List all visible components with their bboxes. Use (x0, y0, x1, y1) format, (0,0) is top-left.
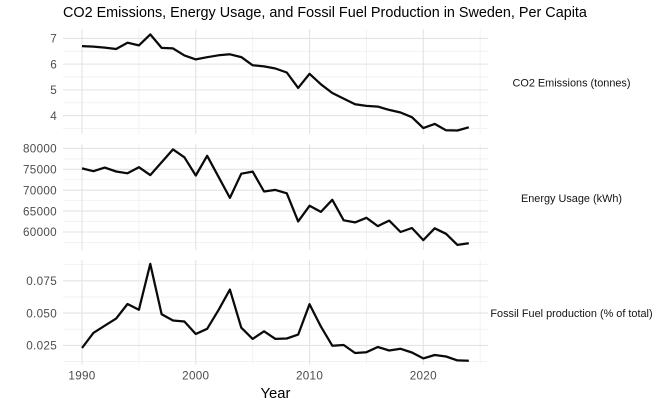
svg-text:0.025: 0.025 (26, 340, 57, 353)
svg-text:CO2 Emissions (tonnes): CO2 Emissions (tonnes) (512, 77, 630, 89)
svg-text:7: 7 (50, 33, 57, 46)
svg-text:70000: 70000 (23, 184, 57, 197)
svg-text:Year: Year (261, 386, 291, 402)
svg-text:60000: 60000 (23, 226, 57, 239)
svg-text:1990: 1990 (68, 370, 95, 383)
svg-text:80000: 80000 (23, 143, 57, 156)
svg-text:5: 5 (50, 84, 57, 97)
svg-text:75000: 75000 (23, 164, 57, 177)
svg-text:Energy Usage (kWh): Energy Usage (kWh) (521, 193, 622, 205)
svg-text:65000: 65000 (23, 205, 57, 218)
svg-text:Fossil Fuel production (% of t: Fossil Fuel production (% of total) (490, 308, 652, 320)
svg-text:0.075: 0.075 (26, 275, 57, 288)
svg-text:2020: 2020 (410, 370, 437, 383)
svg-text:2000: 2000 (182, 370, 209, 383)
svg-text:4: 4 (50, 110, 57, 123)
svg-text:6: 6 (50, 58, 57, 71)
svg-text:0.050: 0.050 (26, 307, 57, 320)
svg-text:2010: 2010 (296, 370, 323, 383)
svg-text:CO2 Emissions, Energy Usage, a: CO2 Emissions, Energy Usage, and Fossil … (63, 5, 587, 21)
